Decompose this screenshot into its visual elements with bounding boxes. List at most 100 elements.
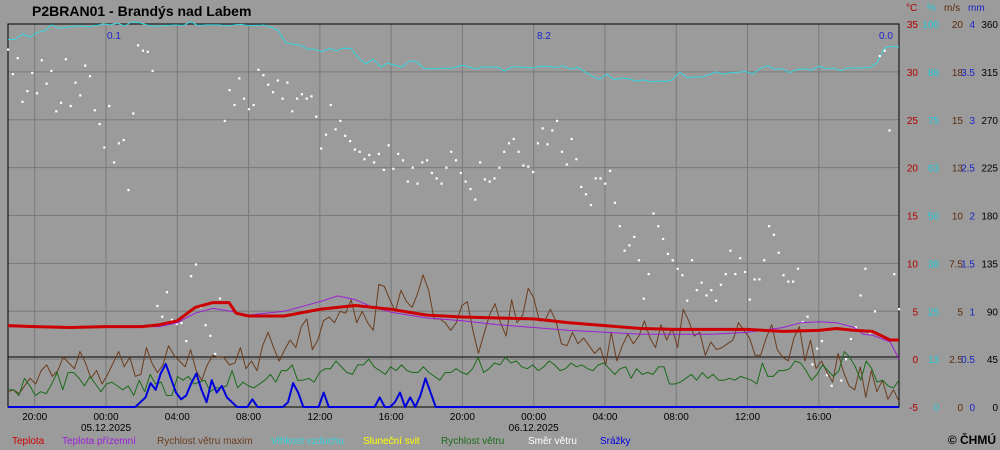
wind-direction-point: [103, 146, 106, 149]
wind-direction-point: [26, 90, 29, 93]
grid-lines: [8, 24, 899, 407]
wind-direction-point: [710, 289, 713, 292]
wind-direction-point: [50, 69, 53, 72]
wind-direction-point: [734, 273, 737, 276]
wind-direction-point: [45, 82, 48, 85]
wind-direction-point: [69, 104, 72, 108]
wind-direction-point: [122, 139, 125, 142]
wind-direction-point: [864, 267, 867, 270]
wind-direction-point: [536, 142, 539, 145]
wind-direction-point: [127, 189, 130, 192]
wind-direction-point: [296, 97, 299, 100]
wind-direction-point: [146, 50, 149, 53]
wind-direction-point: [185, 340, 188, 343]
wind-direction-point: [570, 137, 573, 141]
x-tick-label: 08:00: [236, 412, 261, 423]
wind-direction-point: [426, 159, 429, 162]
wind-direction-point: [339, 119, 342, 122]
wind-direction-point: [310, 95, 313, 98]
wind-direction-point: [806, 315, 809, 318]
wind-direction-point: [474, 198, 477, 201]
wind-direction-point: [719, 283, 722, 286]
y-tick-label: 10: [952, 212, 964, 223]
y-tick-label: 15: [952, 116, 964, 127]
wind-direction-point: [546, 143, 549, 146]
y-tick-label: -5: [909, 403, 918, 414]
wind-direction-point: [796, 267, 800, 270]
wind-direction-point: [623, 249, 626, 252]
wind-direction-point: [170, 318, 173, 321]
wind-direction-point: [11, 73, 14, 76]
wind-direction-point: [584, 193, 588, 196]
wind-direction-point: [445, 166, 448, 169]
wind-direction-point: [98, 123, 101, 126]
wind-direction-point: [257, 68, 260, 71]
wind-direction-point: [763, 259, 766, 262]
wind-direction-point: [541, 127, 544, 130]
wind-direction-point: [382, 168, 385, 171]
series-srazky: [8, 362, 899, 408]
wind-direction-point: [705, 294, 708, 297]
wind-direction-point: [363, 158, 366, 161]
x-tick-label: 00:00: [93, 412, 118, 423]
wind-direction-point: [401, 159, 405, 162]
x-tick-label: 16:00: [806, 412, 831, 423]
y-tick-label: 35: [907, 20, 919, 31]
date-label: 06.12.2025: [509, 423, 559, 434]
legend-rychlost-vetru-maxim: Rychlost větru maxim: [157, 436, 253, 447]
wind-direction-point: [488, 180, 491, 183]
y-tick-label: 225: [981, 164, 998, 175]
y-tick-label: 10: [907, 259, 919, 270]
wind-direction-point: [79, 94, 82, 97]
wind-direction-point: [503, 150, 506, 153]
wind-direction-point: [507, 142, 511, 145]
wind-direction-point: [801, 320, 804, 324]
wind-direction-point: [281, 97, 284, 100]
wind-direction-point: [40, 59, 43, 62]
y-tick-label: 0: [912, 355, 918, 366]
unit-label-percent: %: [927, 3, 936, 14]
wind-direction-point: [575, 158, 578, 161]
wind-direction-point: [777, 251, 780, 254]
wind-direction-point: [117, 142, 120, 145]
copyright: © ČHMÚ: [947, 433, 996, 447]
y-tick-label: 0: [992, 403, 998, 414]
y-tick-label: 0: [933, 403, 939, 414]
y-tick-label: 3: [969, 116, 975, 127]
y-axes-ticks: 35302520151050-5100887563503825130201815…: [907, 20, 999, 414]
wind-direction-point: [825, 374, 828, 377]
wind-direction-point: [859, 294, 862, 297]
wind-direction-point: [609, 169, 612, 172]
wind-direction-point: [560, 150, 564, 153]
y-tick-label: 0: [957, 403, 963, 414]
wind-direction-point: [840, 379, 843, 382]
wind-direction-point: [686, 299, 689, 302]
wind-direction-point: [532, 170, 535, 174]
y-tick-label: 38: [928, 259, 940, 270]
y-tick-label: 0: [969, 403, 975, 414]
annotation-first: 0.1: [107, 31, 121, 42]
wind-direction-point: [715, 299, 718, 302]
y-tick-label: 100: [922, 20, 939, 31]
wind-direction-point: [517, 150, 520, 153]
wind-direction-point: [7, 48, 10, 51]
wind-direction-point: [238, 77, 241, 80]
wind-direction-point: [31, 71, 34, 75]
wind-direction-point: [329, 103, 332, 107]
wind-direction-point: [724, 273, 727, 276]
y-tick-label: 5: [912, 307, 918, 318]
wind-direction-point: [565, 163, 568, 166]
y-tick-label: 25: [928, 307, 940, 318]
wind-direction-point: [21, 100, 24, 103]
y-tick-label: 90: [987, 307, 999, 318]
y-tick-label: 1: [969, 307, 975, 318]
y-tick-label: 13: [952, 164, 964, 175]
legend-vlhkost-vzduchu: Vlhkost vzduchu: [271, 436, 344, 447]
wind-direction-point: [888, 129, 891, 132]
unit-label-ms: m/s: [944, 3, 961, 14]
legend-srazky: Srážky: [600, 436, 631, 447]
wind-direction-point: [637, 259, 641, 262]
wind-direction-point: [416, 182, 419, 185]
wind-direction-point: [522, 164, 525, 167]
wind-direction-point: [820, 340, 824, 343]
